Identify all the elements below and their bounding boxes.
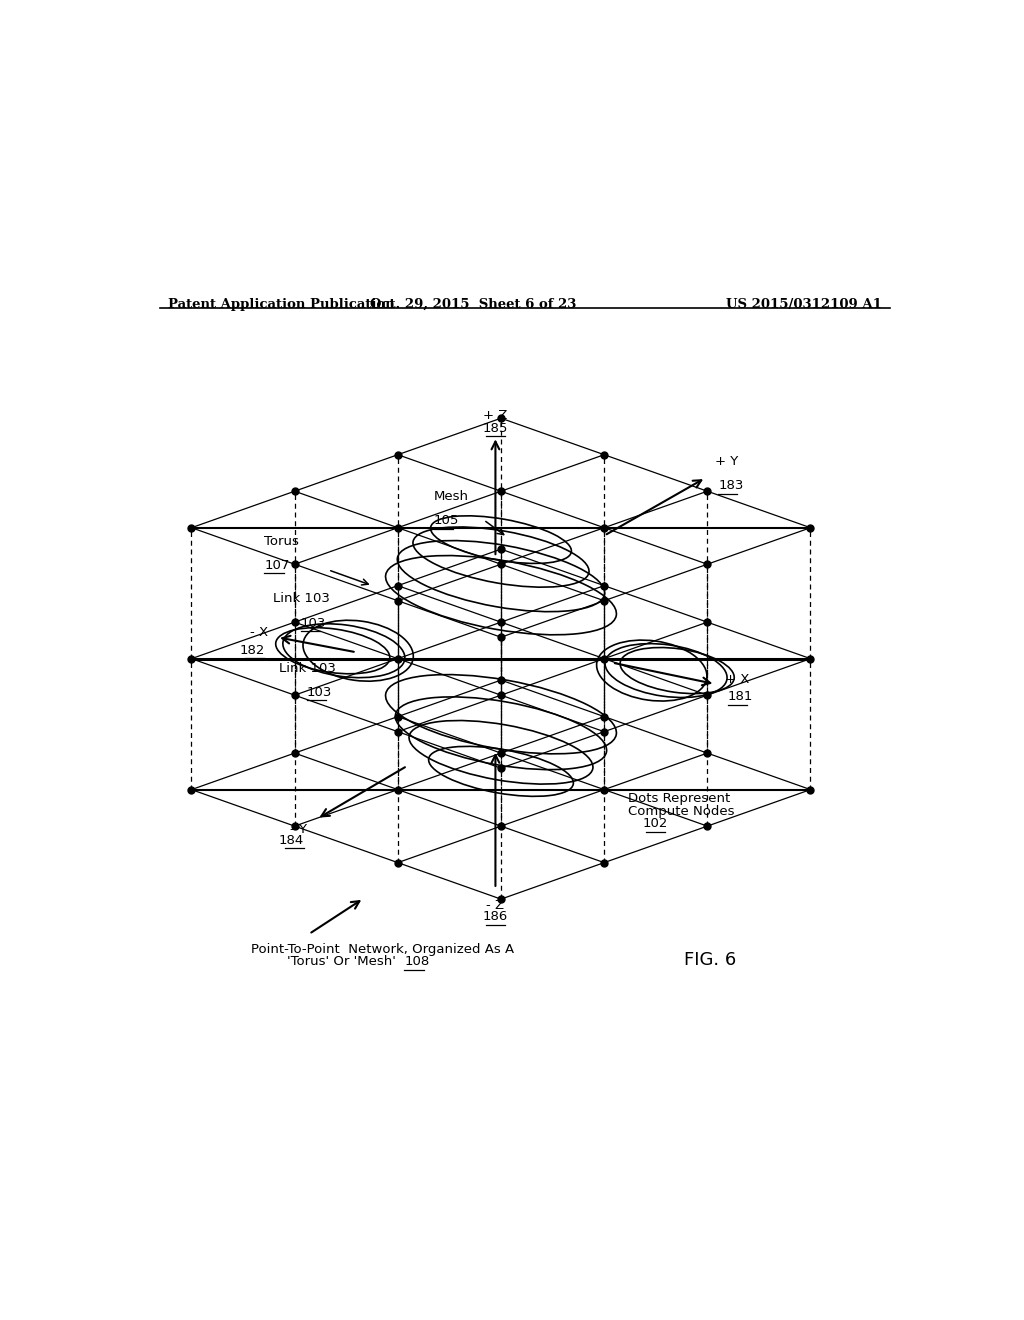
Text: Oct. 29, 2015  Sheet 6 of 23: Oct. 29, 2015 Sheet 6 of 23 [370,297,577,310]
Text: + Y: + Y [715,455,738,469]
Text: Link 103: Link 103 [273,593,330,606]
Text: FIG. 6: FIG. 6 [684,950,736,969]
Text: 107: 107 [264,558,290,572]
Text: Mesh: Mesh [433,490,469,503]
Text: 108: 108 [404,956,429,969]
Text: 105: 105 [433,515,459,527]
Text: Torus: Torus [264,535,299,548]
Text: Compute Nodes: Compute Nodes [628,805,734,817]
Text: + X: + X [725,673,750,686]
Text: 102: 102 [643,817,669,830]
Text: 182: 182 [240,644,264,656]
Text: - Y: - Y [291,822,307,836]
Text: 'Torus' Or 'Mesh': 'Torus' Or 'Mesh' [287,956,399,969]
Text: + Z: + Z [483,409,508,422]
Text: 103: 103 [301,616,327,630]
Text: 186: 186 [482,911,508,923]
Text: Link 103: Link 103 [279,661,336,675]
Text: 183: 183 [719,479,743,492]
Text: 103: 103 [306,685,332,698]
Text: Point-To-Point  Network, Organized As A: Point-To-Point Network, Organized As A [251,942,514,956]
Text: US 2015/0312109 A1: US 2015/0312109 A1 [726,297,882,310]
Text: Patent Application Publication: Patent Application Publication [168,297,394,310]
Text: Dots Represent: Dots Represent [628,792,730,805]
Text: 184: 184 [279,834,304,847]
Text: - X: - X [250,626,267,639]
Text: - Z: - Z [486,899,505,912]
Text: 185: 185 [482,422,508,436]
Text: 181: 181 [728,690,754,704]
